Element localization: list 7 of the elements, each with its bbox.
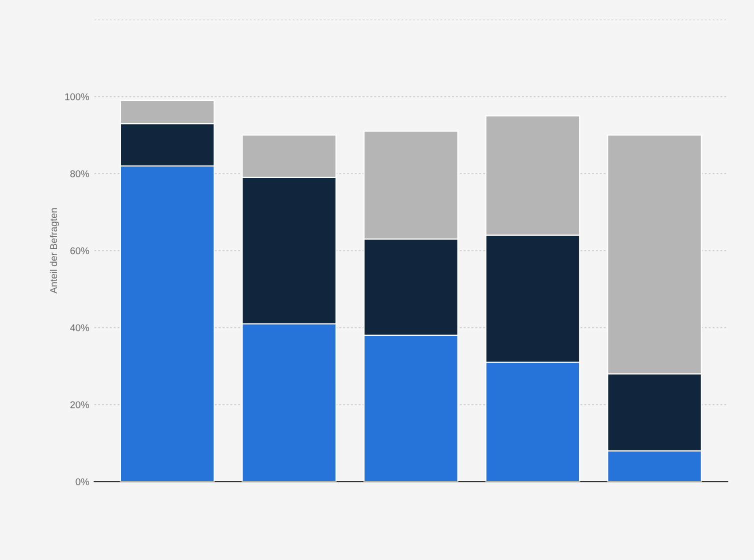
y-axis-title: Anteil der Befragten xyxy=(50,208,59,294)
y-tick-label: 100% xyxy=(65,93,90,100)
y-tick-label: 0% xyxy=(76,478,90,486)
y-tick-label: 80% xyxy=(70,170,90,178)
y-tick-label: 40% xyxy=(70,324,90,332)
y-tick-label: 60% xyxy=(70,247,90,254)
y-tick-label: 20% xyxy=(70,401,90,408)
